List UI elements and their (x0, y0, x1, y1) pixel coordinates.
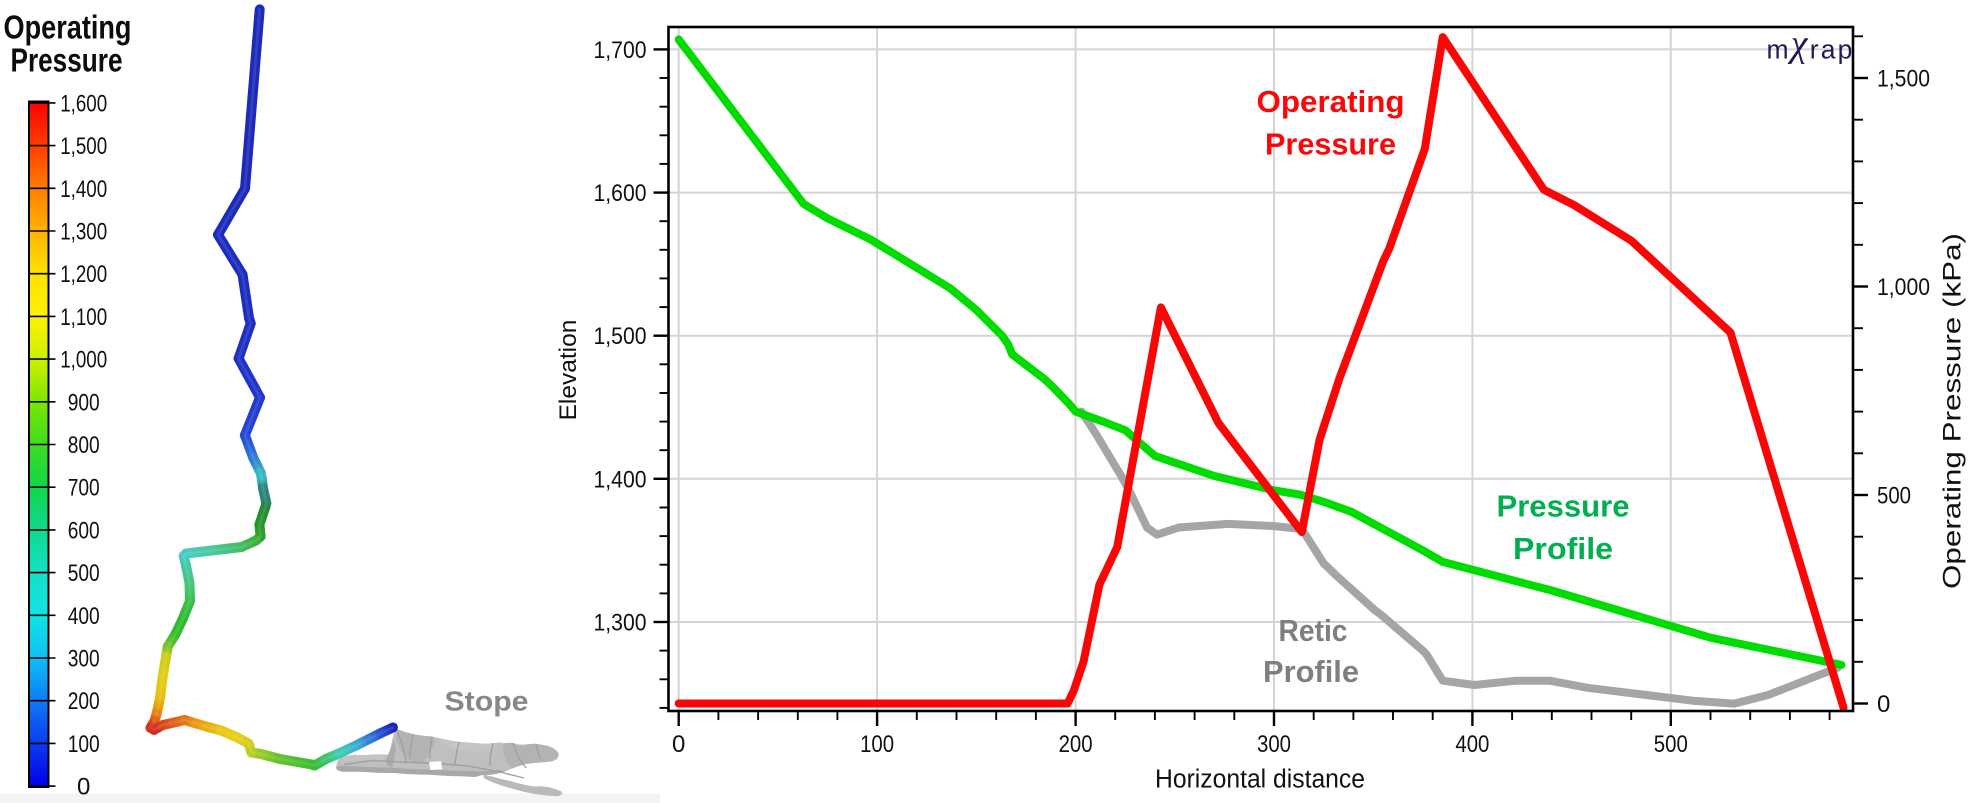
svg-text:200: 200 (1059, 731, 1093, 758)
svg-text:Operating: Operating (4, 9, 132, 46)
svg-text:1,700: 1,700 (594, 37, 647, 64)
svg-text:0: 0 (1877, 691, 1890, 718)
svg-text:1,200: 1,200 (60, 261, 107, 288)
svg-text:300: 300 (1257, 731, 1291, 758)
svg-text:Pressure: Pressure (11, 42, 123, 79)
svg-text:100: 100 (68, 731, 100, 758)
svg-text:1,000: 1,000 (1877, 274, 1930, 301)
svg-text:1,400: 1,400 (60, 176, 107, 203)
svg-text:400: 400 (68, 603, 100, 630)
svg-text:Stope: Stope (445, 686, 529, 717)
svg-text:800: 800 (68, 432, 100, 459)
svg-text:1,000: 1,000 (60, 347, 107, 374)
svg-text:0: 0 (77, 774, 90, 801)
svg-text:0: 0 (672, 731, 685, 758)
svg-text:1,500: 1,500 (60, 133, 107, 160)
svg-text:1,500: 1,500 (594, 323, 647, 350)
svg-text:1,300: 1,300 (60, 219, 107, 246)
svg-text:Operating Pressure (kPa): Operating Pressure (kPa) (1939, 233, 1967, 589)
svg-text:900: 900 (68, 389, 100, 416)
svg-text:1,300: 1,300 (594, 610, 647, 637)
svg-text:Profile: Profile (1263, 654, 1359, 689)
svg-text:500: 500 (1877, 483, 1911, 510)
svg-text:400: 400 (1455, 731, 1489, 758)
svg-text:Elevation: Elevation (555, 320, 582, 421)
svg-text:1,500: 1,500 (1877, 66, 1930, 93)
svg-text:Pressure: Pressure (1265, 127, 1396, 162)
svg-text:600: 600 (68, 517, 100, 544)
svg-text:Operating: Operating (1257, 84, 1405, 119)
svg-text:200: 200 (68, 688, 100, 715)
svg-text:Pressure: Pressure (1497, 489, 1630, 524)
svg-text:Retic: Retic (1279, 613, 1348, 648)
svg-text:100: 100 (860, 731, 894, 758)
svg-text:500: 500 (1654, 731, 1688, 758)
svg-text:700: 700 (68, 475, 100, 502)
svg-text:1,400: 1,400 (594, 466, 647, 493)
svg-text:500: 500 (68, 560, 100, 587)
svg-text:300: 300 (68, 646, 100, 673)
svg-text:1,100: 1,100 (60, 304, 107, 331)
svg-text:Horizontal distance: Horizontal distance (1155, 766, 1365, 794)
svg-text:Profile: Profile (1513, 531, 1613, 566)
svg-text:1,600: 1,600 (594, 180, 647, 207)
svg-text:1,600: 1,600 (60, 90, 107, 117)
